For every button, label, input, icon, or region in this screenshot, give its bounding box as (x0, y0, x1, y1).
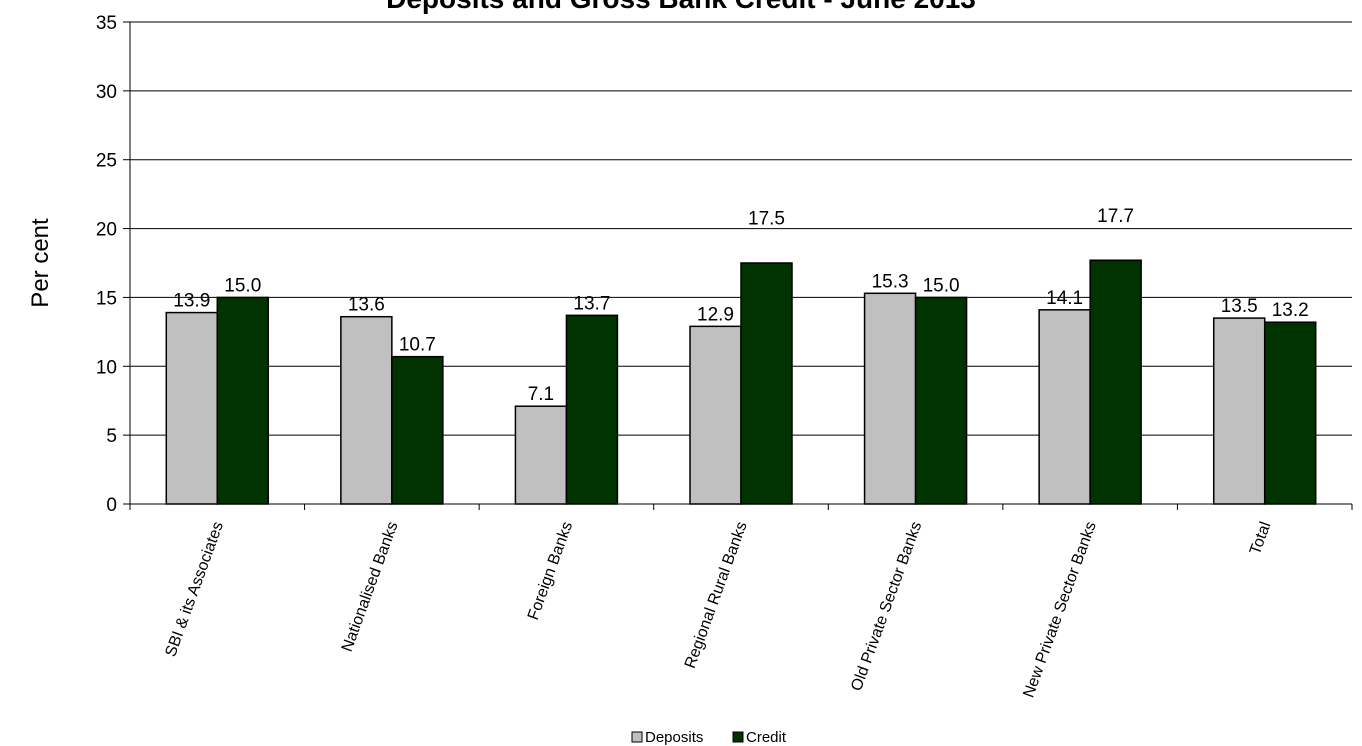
data-label-deposits-5: 14.1 (1046, 288, 1083, 309)
data-label-deposits-2: 7.1 (528, 384, 554, 405)
data-label-credit-4: 15.0 (923, 275, 960, 296)
bars (165, 259, 1317, 505)
data-label-deposits-3: 12.9 (697, 304, 734, 325)
category-label-5: New Private Sector Banks (1020, 520, 1100, 700)
y-axis-label: Per cent (27, 218, 54, 308)
data-label-deposits-6: 13.5 (1221, 296, 1258, 317)
bar-deposits-6 (1212, 317, 1266, 505)
data-label-deposits-4: 15.3 (872, 271, 909, 292)
bar-credit-6 (1263, 321, 1317, 505)
y-tick-label-7: 35 (96, 13, 117, 34)
bar-deposits-5 (1038, 309, 1091, 505)
bar-credit-0 (216, 296, 270, 505)
data-label-credit-5: 17.7 (1097, 206, 1134, 227)
bar-credit-3 (740, 262, 793, 505)
chart-title: Deposits and Gross Bank Credit - June 20… (386, 0, 976, 14)
data-label-deposits-1: 13.6 (348, 295, 385, 316)
bar-deposits-2 (514, 405, 568, 505)
y-axis-ticks: 0 5 10 15 20 25 30 35 (96, 13, 130, 516)
legend-swatch-deposits (631, 731, 643, 743)
bar-credit-4 (914, 296, 968, 505)
data-label-deposits-0: 13.9 (173, 291, 210, 312)
y-tick-label-1: 5 (106, 426, 117, 447)
bar-deposits-4 (863, 292, 917, 505)
legend: Deposits Credit (631, 729, 787, 746)
y-tick-label-4: 20 (96, 220, 117, 241)
category-label-4: Old Private Sector Banks (848, 520, 925, 694)
bar-deposits-3 (689, 325, 742, 505)
bar-deposits-1 (340, 315, 393, 505)
y-tick-label-5: 25 (96, 151, 117, 172)
axes (129, 22, 1353, 510)
data-label-credit-3: 17.5 (748, 209, 785, 230)
y-tick-label-2: 10 (96, 357, 117, 378)
legend-label-deposits: Deposits (645, 729, 703, 746)
legend-swatch-credit (732, 731, 744, 743)
category-label-2: Foreign Banks (525, 520, 576, 623)
data-labels: 13.9 15.0 13.6 10.7 7.1 13.7 12.9 17.5 15.3 15.0 1… (173, 206, 1308, 405)
y-tick-label-0: 0 (106, 495, 117, 516)
bar-credit-2 (565, 314, 619, 505)
data-label-credit-2: 13.7 (573, 293, 610, 314)
data-label-credit-0: 15.0 (224, 275, 261, 296)
data-label-credit-1: 10.7 (399, 335, 436, 356)
category-label-1: Nationalised Banks (339, 520, 402, 655)
bar-credit-5 (1089, 259, 1142, 505)
bar-credit-1 (391, 355, 444, 505)
category-label-3: Regional Rural Banks (682, 520, 751, 671)
data-label-credit-6: 13.2 (1272, 300, 1309, 321)
category-label-6: Total (1247, 520, 1275, 558)
legend-label-credit: Credit (746, 729, 787, 746)
x-axis-category-labels: SBI & its Associates Nationalised Banks Fo… (162, 520, 1274, 700)
y-tick-label-6: 30 (96, 82, 117, 103)
category-label-0: SBI & its Associates (162, 520, 227, 660)
bar-deposits-0 (165, 311, 219, 505)
y-tick-label-3: 15 (96, 288, 117, 309)
